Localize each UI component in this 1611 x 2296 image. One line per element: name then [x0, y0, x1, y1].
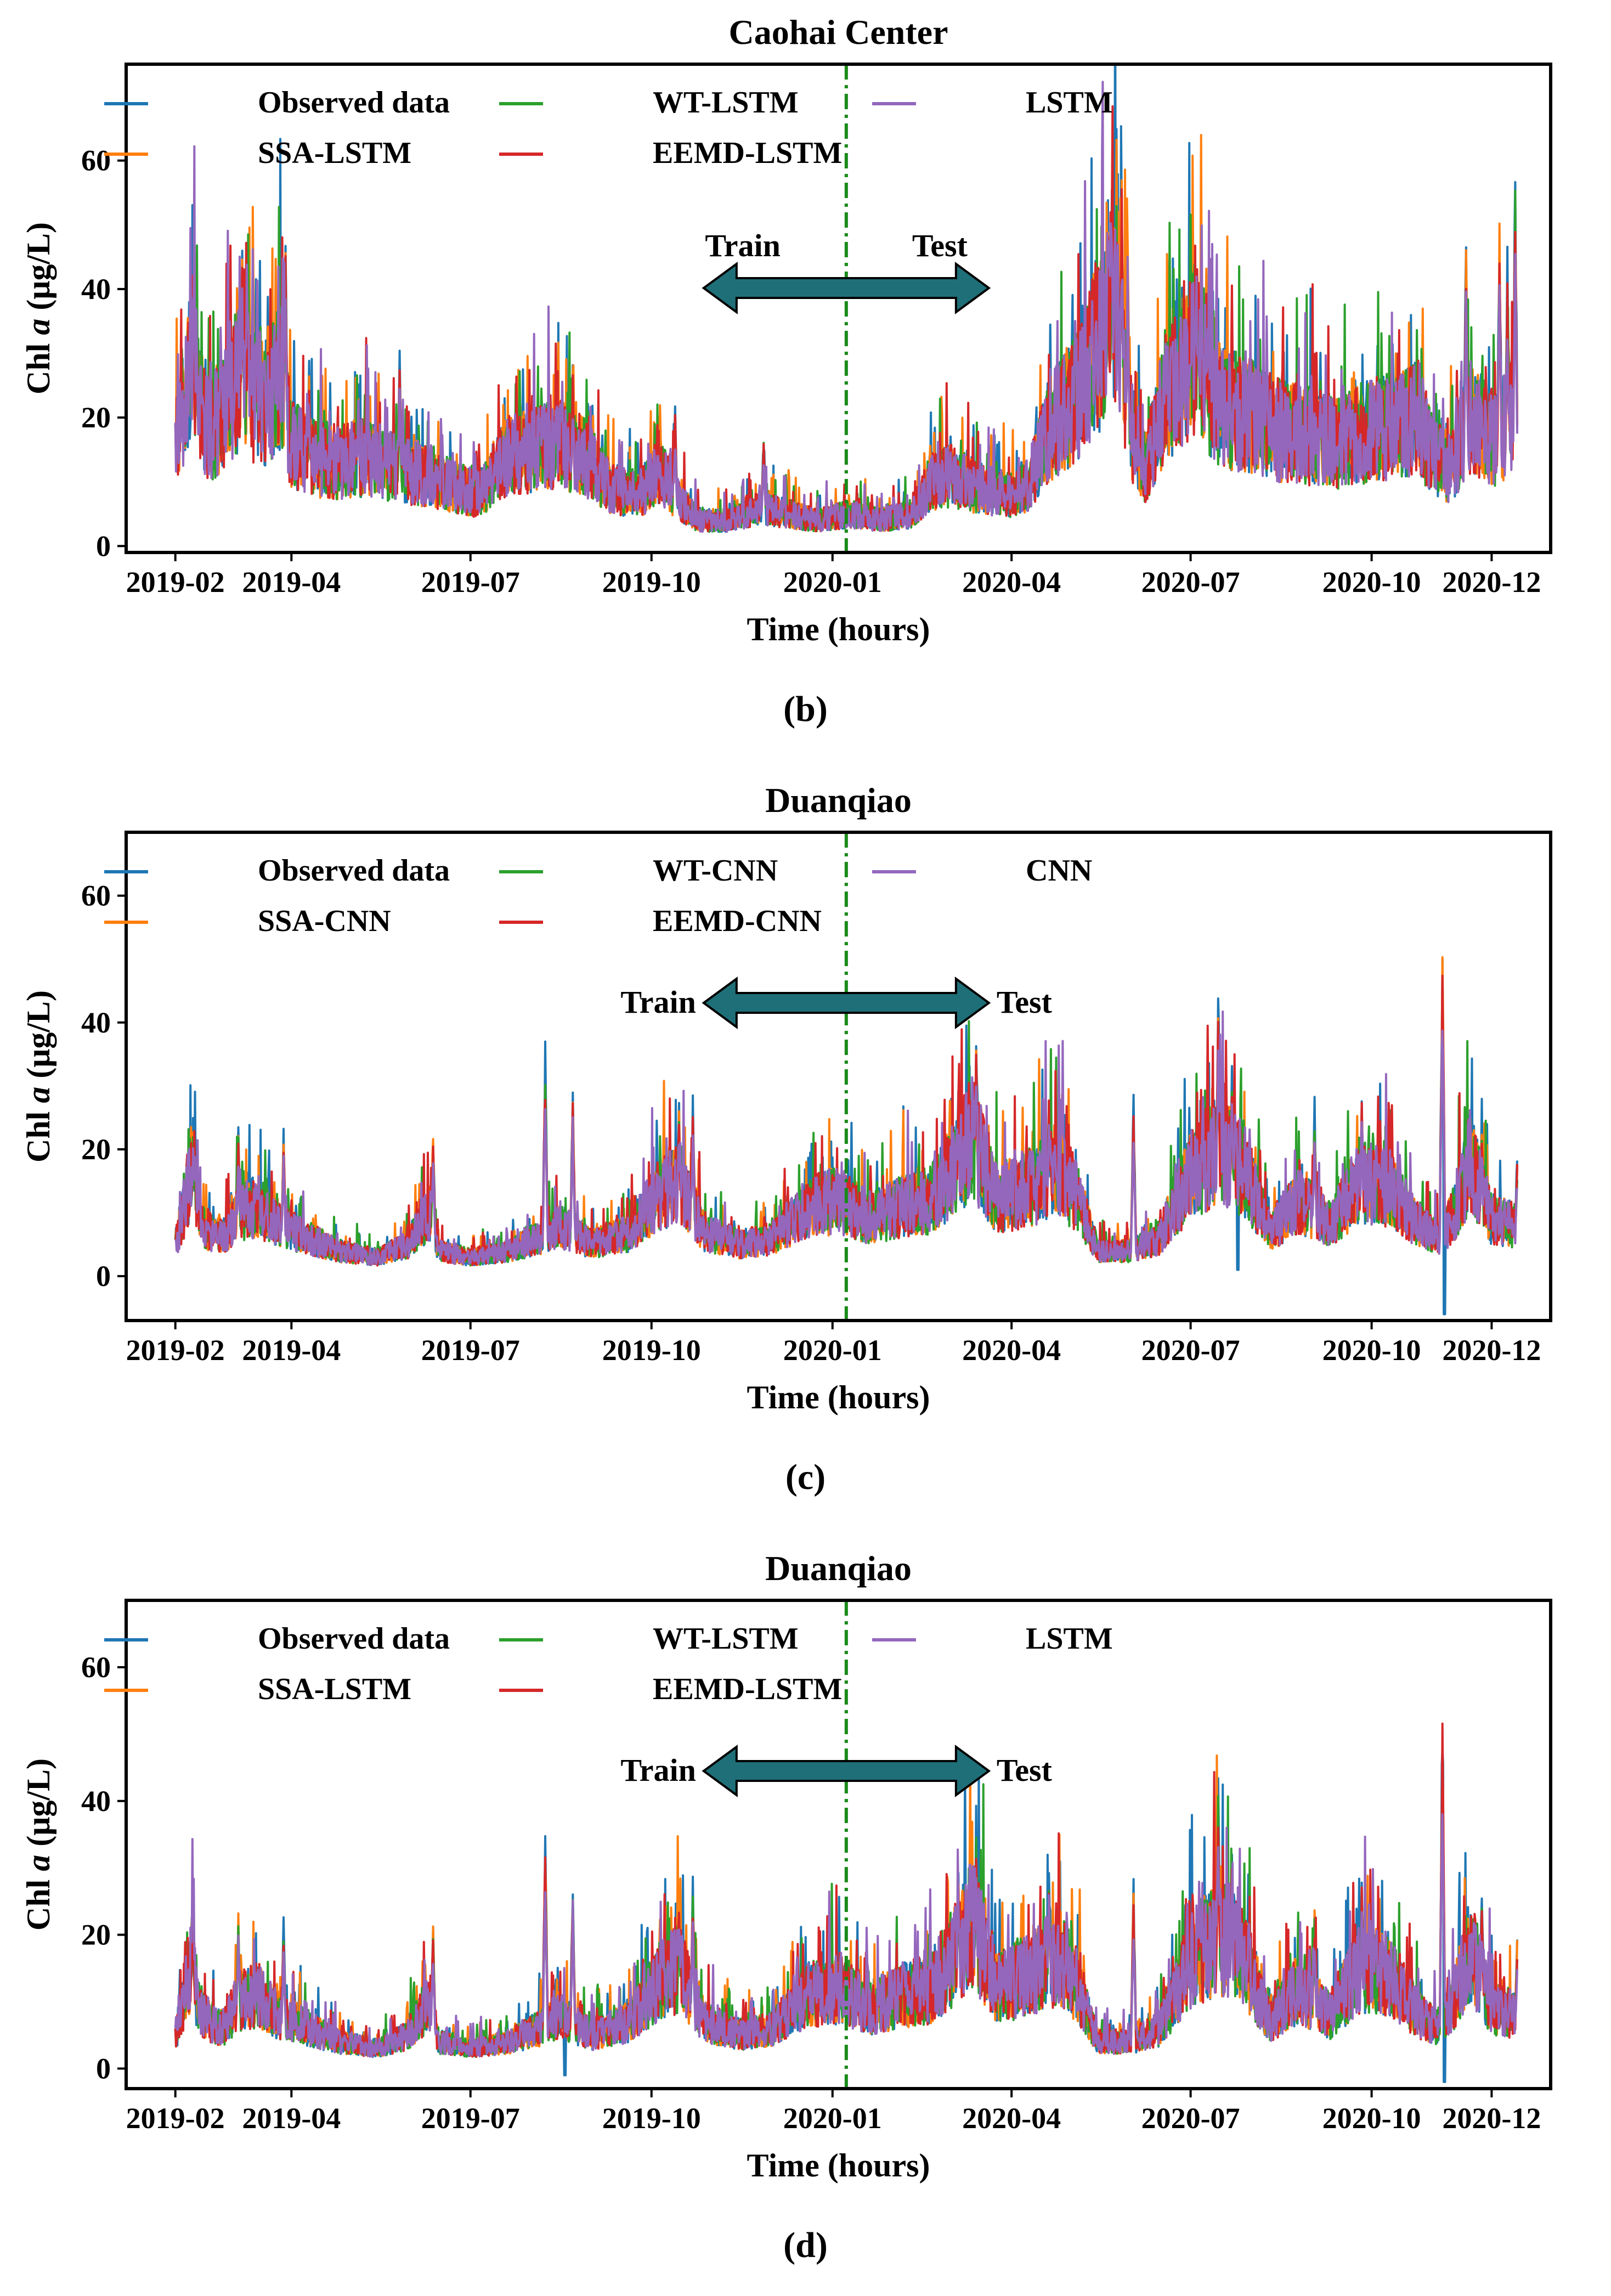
chart-caohai-center-lstm: Caohai Center 0 20 40 60 2019-02 2019-04 2019-0…: [20, 13, 1552, 647]
x-tick-label: 2020-12: [1442, 1334, 1541, 1367]
train-label: Train: [705, 228, 781, 263]
legend-label: SSA-LSTM: [258, 1672, 411, 1706]
train-test-arrow: [702, 1745, 991, 1797]
y-tick-label: 60: [81, 879, 111, 912]
legend-label: SSA-CNN: [258, 904, 391, 938]
train-label: Train: [620, 984, 696, 1020]
y-axis-label-part: (μg/L): [20, 1758, 56, 1855]
legend-label: LSTM: [1026, 86, 1113, 120]
x-tick-label: 2020-01: [783, 566, 882, 599]
x-tick-label: 2019-07: [421, 566, 520, 599]
train-test-arrow: [702, 977, 991, 1029]
y-axis-label-part: (μg/L): [20, 222, 56, 319]
x-tick-label: 2019-07: [421, 1334, 520, 1367]
chart-duanqiao-lstm: Duanqiao 0 20 40 60 2019-02 2019-04 2019-07 2019…: [20, 1549, 1552, 2184]
x-tick-label: 2020-12: [1442, 566, 1541, 599]
x-tick-label: 2019-02: [126, 1334, 225, 1367]
x-axis-label: Time (hours): [747, 2147, 930, 2184]
y-axis-label-part: Chl: [20, 1871, 56, 1931]
x-tick-label: 2020-10: [1322, 1334, 1421, 1367]
y-axis-label-part: Chl: [20, 1103, 56, 1163]
panel-caption: (d): [783, 2225, 828, 2265]
chart-title: Caohai Center: [729, 13, 948, 52]
plot-frame: [125, 1599, 1552, 2090]
y-axis-label-part: (μg/L): [20, 990, 56, 1087]
x-tick-label: 2020-10: [1322, 2102, 1421, 2135]
x-tick-label: 2019-04: [242, 2102, 341, 2135]
y-tick-label: 60: [81, 144, 111, 177]
series-line-lstm: [174, 81, 1518, 533]
x-tick-label: 2020-04: [962, 566, 1061, 599]
x-tick-label: 2019-10: [602, 1334, 701, 1367]
x-tick-label: 2020-07: [1141, 1334, 1240, 1367]
chart-title: Duanqiao: [765, 1549, 912, 1588]
x-tick-label: 2020-10: [1322, 566, 1421, 599]
panel-caption: (b): [783, 689, 828, 729]
legend-label: SSA-LSTM: [258, 136, 411, 170]
y-tick-label: 60: [81, 1651, 111, 1684]
y-tick-label: 40: [81, 273, 111, 306]
legend-label: WT-LSTM: [653, 1622, 799, 1656]
x-tick-label: 2019-10: [602, 2102, 701, 2135]
legend-label: Observed data: [258, 1622, 450, 1656]
test-label: Test: [997, 1752, 1053, 1788]
x-tick-label: 2019-07: [421, 2102, 520, 2135]
y-tick-label: 20: [81, 401, 111, 434]
x-tick-label: 2019-04: [242, 566, 341, 599]
x-tick-label: 2020-07: [1141, 566, 1240, 599]
plot-frame: [125, 831, 1552, 1322]
legend-label: Observed data: [258, 86, 450, 120]
x-tick-label: 2019-02: [126, 566, 225, 599]
legend-label: LSTM: [1026, 1622, 1113, 1656]
train-label: Train: [620, 1752, 696, 1788]
chart-title: Duanqiao: [765, 781, 912, 820]
legend-label: EEMD-LSTM: [653, 1672, 842, 1706]
legend-label: EEMD-CNN: [653, 904, 822, 938]
series-line-observed-data: [174, 1747, 1518, 2083]
plot-frame: [125, 63, 1552, 554]
panel-b: Caohai Center 0 20 40 60 2019-02 2019-04 2019-0…: [0, 0, 1611, 768]
y-tick-label: 0: [96, 1260, 111, 1293]
x-axis-label: Time (hours): [747, 1379, 930, 1415]
x-tick-label: 2020-12: [1442, 2102, 1541, 2135]
x-tick-label: 2019-02: [126, 2102, 225, 2135]
test-label: Test: [997, 984, 1053, 1020]
x-tick-label: 2020-04: [962, 2102, 1061, 2135]
legend-label: Observed data: [258, 854, 450, 888]
legend-label: EEMD-LSTM: [653, 136, 842, 170]
x-tick-label: 2020-01: [783, 1334, 882, 1367]
y-tick-label: 20: [81, 1133, 111, 1166]
y-tick-label: 40: [81, 1785, 111, 1818]
x-axis-label: Time (hours): [747, 611, 930, 647]
legend-label: WT-LSTM: [653, 86, 799, 120]
panel-d: Duanqiao 0 20 40 60 2019-02 2019-04 2019-07 2019…: [0, 1536, 1611, 2296]
legend-label: WT-CNN: [653, 854, 778, 888]
y-axis-label-part: Chl: [20, 335, 56, 394]
panel-caption: (c): [785, 1457, 826, 1497]
chart-duanqiao-cnn: Duanqiao 0 20 40 60 2019-02 2019-04 2019-07 2019…: [20, 781, 1552, 1415]
y-tick-label: 20: [81, 1919, 111, 1951]
panel-c: Duanqiao 0 20 40 60 2019-02 2019-04 2019-07 2019…: [0, 768, 1611, 1536]
y-axis-label: Chl a (μg/L): [20, 222, 56, 394]
y-axis-label-part: a: [20, 319, 56, 335]
y-tick-label: 0: [96, 529, 111, 562]
x-tick-label: 2019-04: [242, 1334, 341, 1367]
y-axis-label: Chl a (μg/L): [20, 1758, 56, 1931]
y-axis-label: Chl a (μg/L): [20, 990, 56, 1163]
x-tick-label: 2020-04: [962, 1334, 1061, 1367]
x-tick-label: 2020-01: [783, 2102, 882, 2135]
series-line-cnn: [174, 1010, 1518, 1266]
y-tick-label: 0: [96, 2052, 111, 2085]
x-tick-label: 2019-10: [602, 566, 701, 599]
y-axis-label-part: a: [20, 1087, 56, 1103]
legend-label: CNN: [1026, 854, 1092, 888]
train-test-arrow: [702, 262, 991, 314]
test-label: Test: [912, 228, 968, 263]
x-tick-label: 2020-07: [1141, 2102, 1240, 2135]
y-tick-label: 40: [81, 1006, 111, 1039]
y-axis-label-part: a: [20, 1855, 56, 1871]
